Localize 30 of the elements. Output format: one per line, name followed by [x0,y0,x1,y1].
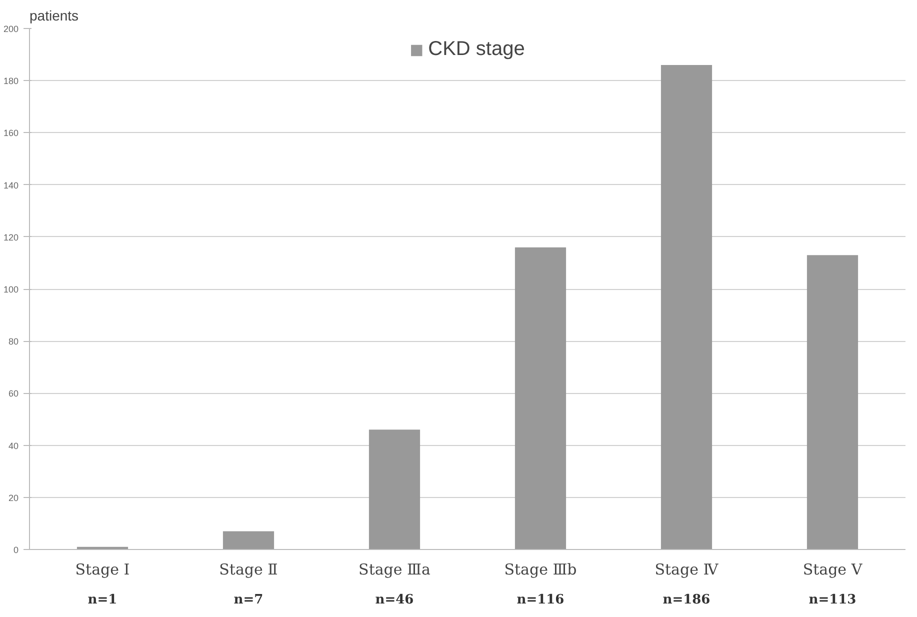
text: n=46 [375,592,414,608]
y-axis-title: patients [30,8,79,24]
legend-label: CKD stage [428,38,525,61]
x-tick-label: Stage Ⅲb [504,560,577,578]
y-tick-label: 0 [13,545,19,555]
text: n=113 [808,592,856,608]
y-tick-label: 40 [8,440,19,451]
x-tick-label: Stage Ⅱ [219,560,278,578]
text: n=7 [234,592,264,608]
y-tick-label: 60 [8,388,19,399]
y-tick-label: 200 [3,24,19,34]
y-tick-label: 120 [3,232,19,242]
y-tick-label: 160 [3,128,19,138]
text: n=1 [88,592,118,608]
y-tick-label: 20 [8,492,19,503]
x-tick-label: Stage Ⅳ [654,560,720,578]
bar [514,247,566,550]
y-tick-label: 180 [3,76,19,86]
x-tick-label: Stage Ⅲa [358,560,431,578]
text: n=186 [662,592,710,608]
bar [368,430,420,550]
bar [222,531,274,550]
bar [660,64,712,550]
y-tick-label: 100 [3,284,19,294]
y-tick-label: 80 [8,336,19,347]
y-tick-label: 140 [3,180,19,190]
x-tick-label: Stage Ⅰ [75,560,130,578]
x-tick-label: Stage Ⅴ [802,560,864,578]
bar [806,255,858,550]
text: n=116 [516,592,564,608]
